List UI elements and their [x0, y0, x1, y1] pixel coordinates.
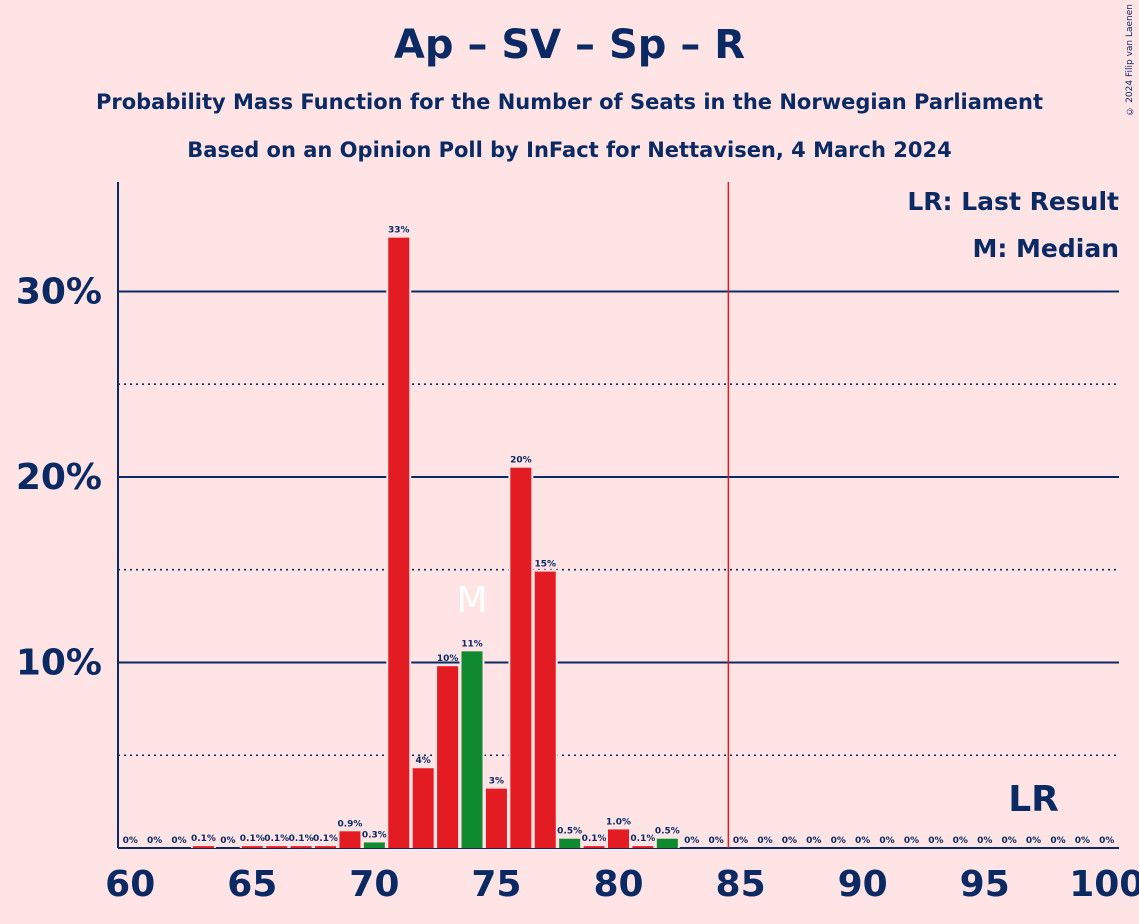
bar-value-label: 0% — [220, 836, 235, 846]
seat-bar — [241, 846, 263, 848]
bar-value-label: 0% — [831, 836, 846, 846]
bar-value-label: 0.1% — [313, 834, 338, 844]
legend-entry: LR: Last Result — [907, 187, 1119, 216]
seat-bar — [266, 846, 288, 848]
bar-value-label: 0% — [1026, 836, 1041, 846]
seat-bar — [437, 666, 459, 848]
bar-halo — [630, 844, 656, 848]
seat-bar — [608, 829, 629, 848]
legend-entry: M: Median — [972, 234, 1119, 263]
x-tick-label: 90 — [838, 864, 888, 905]
bar-value-label: 33% — [388, 226, 410, 236]
bar-value-label: 0.1% — [630, 834, 655, 844]
seat-bar — [461, 651, 483, 848]
seat-bar — [583, 846, 605, 848]
bar-value-label: 15% — [534, 560, 556, 570]
bar-halo — [288, 844, 314, 848]
bar-value-label: 0% — [757, 836, 772, 846]
bar-value-label: 0.1% — [191, 834, 216, 844]
bar-value-label: 0% — [904, 836, 919, 846]
bar-halo — [239, 844, 265, 848]
bar-value-label: 0.1% — [240, 834, 265, 844]
last-result-marker: LR — [1008, 779, 1059, 820]
x-tick-label: 60 — [105, 864, 155, 905]
bar-value-label: 0.3% — [362, 830, 387, 840]
y-tick-label: 30% — [16, 271, 102, 312]
x-tick-label: 65 — [227, 864, 277, 905]
chart-title: Ap – SV – Sp – R — [393, 22, 746, 68]
bar-value-label: 0% — [684, 836, 699, 846]
y-tick-label: 10% — [16, 642, 102, 683]
bar-value-label: 0.1% — [582, 834, 607, 844]
x-tick-label: 85 — [716, 864, 766, 905]
seat-bar — [559, 838, 581, 848]
bar-value-label: 0.5% — [655, 827, 680, 837]
x-tick-label: 100 — [1069, 864, 1139, 905]
bar-value-label: 0% — [123, 836, 138, 846]
bar-value-label: 0.1% — [289, 834, 314, 844]
bar-value-label: 0% — [1075, 836, 1090, 846]
bar-halo — [264, 844, 290, 848]
bar-value-label: 10% — [437, 654, 459, 664]
bar-value-label: 0% — [806, 836, 821, 846]
bar-value-label: 1.0% — [606, 817, 631, 827]
bar-value-label: 0% — [1050, 836, 1065, 846]
bar-value-label: 0% — [928, 836, 943, 846]
bar-value-label: 0.5% — [557, 827, 582, 837]
bar-value-label: 0% — [1099, 836, 1114, 846]
seat-bar — [388, 237, 410, 848]
seat-bar — [632, 846, 654, 848]
bar-value-label: 20% — [510, 456, 532, 466]
bar-value-label: 0% — [171, 836, 186, 846]
chart-subtitle-poll: Based on an Opinion Poll by InFact for N… — [187, 138, 952, 162]
x-tick-label: 80 — [593, 864, 643, 905]
x-tick-label: 95 — [960, 864, 1010, 905]
bar-value-label: 3% — [489, 777, 504, 787]
y-tick-label: 20% — [16, 457, 102, 498]
bar-value-label: 0% — [953, 836, 968, 846]
chart-subtitle: Probability Mass Function for the Number… — [95, 90, 1044, 114]
bar-value-label: 0% — [879, 836, 894, 846]
bar-halo — [313, 844, 339, 848]
bar-value-label: 0% — [709, 836, 724, 846]
bar-value-label: 0.1% — [264, 834, 289, 844]
seat-bar — [656, 838, 678, 848]
median-marker: M — [456, 580, 487, 621]
x-tick-label: 70 — [349, 864, 399, 905]
bar-value-label: 0% — [782, 836, 797, 846]
bar-value-label: 0% — [977, 836, 992, 846]
seat-bar — [192, 846, 214, 848]
bar-value-label: 4% — [416, 756, 431, 766]
bar-value-label: 0.9% — [337, 819, 362, 829]
seat-bar — [363, 842, 385, 848]
seat-bar — [412, 768, 434, 848]
bar-halo — [190, 844, 216, 848]
bar-value-label: 0% — [855, 836, 870, 846]
x-tick-label: 75 — [471, 864, 521, 905]
bar-value-label: 11% — [461, 639, 483, 649]
seat-bar — [290, 846, 312, 848]
seat-bar — [315, 846, 337, 848]
bar-value-label: 0% — [733, 836, 748, 846]
seat-bar — [510, 467, 532, 848]
bar-halo — [581, 844, 607, 848]
seat-bar — [485, 788, 507, 848]
bar-value-label: 0% — [147, 836, 162, 846]
seat-bar — [339, 831, 361, 848]
bar-value-label: 0% — [1001, 836, 1016, 846]
seat-bar — [534, 571, 556, 848]
